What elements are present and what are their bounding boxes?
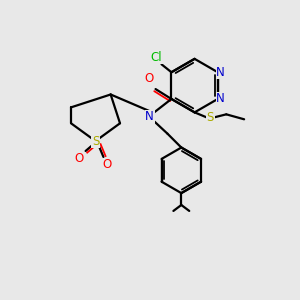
Text: O: O [74,152,83,165]
Text: S: S [207,111,214,124]
Text: Cl: Cl [151,51,162,64]
Text: N: N [216,92,225,106]
Text: N: N [145,110,154,123]
Text: O: O [144,72,153,85]
Text: S: S [92,135,99,148]
Text: N: N [216,66,225,79]
Text: O: O [103,158,112,171]
